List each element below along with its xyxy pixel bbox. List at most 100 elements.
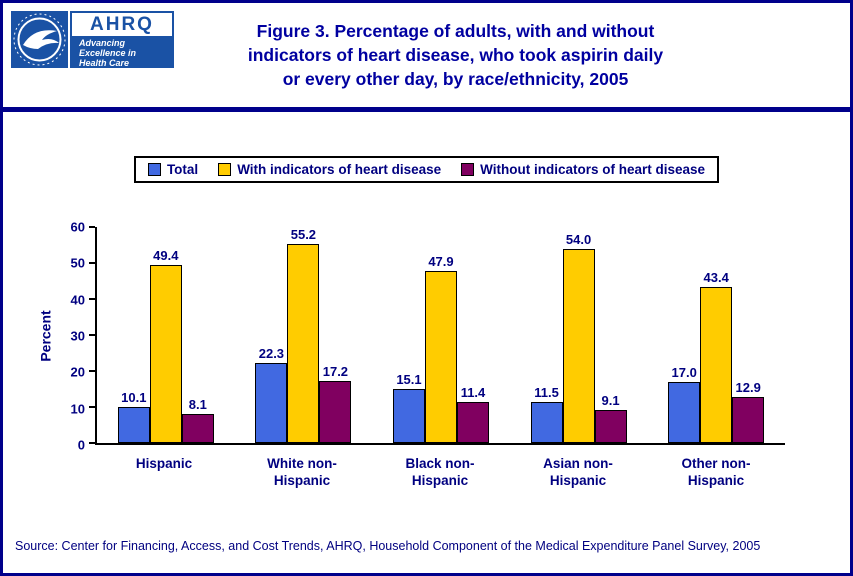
bar-value-label: 49.4 <box>153 248 179 264</box>
x-axis-category-label: Hispanic <box>135 456 193 471</box>
legend-item: Without indicators of heart disease <box>461 162 705 177</box>
bar-value-label: 10.1 <box>121 389 147 405</box>
figure-title-line: or every other day, by race/ethnicity, 2… <box>282 69 629 89</box>
ahrq-logo: AHRQ Advancing Excellence in Health Care <box>70 11 174 68</box>
bar <box>594 410 627 443</box>
bar-value-label: 17.0 <box>671 364 697 380</box>
x-axis-category-label: Asian non- Hispanic <box>543 456 613 488</box>
y-tick-label: 50 <box>70 255 85 271</box>
bar-column: 11.4 <box>456 227 489 443</box>
legend: Total With indicators of heart disease Wit… <box>133 156 720 183</box>
hhs-logo-icon <box>11 11 68 68</box>
bar-column: 55.2 <box>287 227 320 443</box>
legend-label: Without indicators of heart disease <box>480 162 706 177</box>
y-tick-mark <box>89 334 95 336</box>
ahrq-tagline-line: Excellence in <box>79 48 137 58</box>
y-tick-label: 10 <box>70 401 85 417</box>
legend-swatch <box>218 163 232 176</box>
y-tick-mark <box>89 261 95 264</box>
bar-value-label: 55.2 <box>290 227 317 243</box>
bar-group: 22.3 55.2 17.2 <box>235 227 373 443</box>
y-tick-mark <box>89 226 95 228</box>
legend-row: Total With indicators of heart disease Wit… <box>3 156 850 183</box>
bar <box>392 388 425 443</box>
bar-column: 17.2 <box>319 227 352 443</box>
bar <box>117 406 150 443</box>
bar <box>287 244 320 443</box>
bar-column: 10.1 <box>117 227 150 443</box>
bar-column: 12.9 <box>732 227 765 443</box>
bar <box>732 396 765 443</box>
y-axis-label-wrap: Percent <box>31 227 61 445</box>
bar-column: 17.0 <box>668 227 701 443</box>
bar-group: 17.0 43.4 12.9 <box>647 227 785 443</box>
bar <box>255 362 288 443</box>
bar-value-label: 15.1 <box>396 371 422 387</box>
bar-value-label: 11.4 <box>460 384 486 400</box>
bar <box>668 381 701 443</box>
hhs-eagle-icon <box>11 11 68 68</box>
x-axis-labels: Hispanic White non- Hispanic Black non- Hisp… <box>95 445 785 489</box>
y-tick-label: 60 <box>70 219 85 235</box>
bar <box>149 265 182 443</box>
bar-column: 9.1 <box>594 227 627 443</box>
bar-value-label: 54.0 <box>565 231 592 247</box>
bar <box>530 401 563 443</box>
bar-value-label: 12.9 <box>735 379 761 395</box>
y-tick-label: 0 <box>77 437 85 453</box>
bar <box>700 286 733 443</box>
bar-column: 15.1 <box>392 227 425 443</box>
bar-column: 22.3 <box>255 227 288 443</box>
figure-title-line: Figure 3. Percentage of adults, with and… <box>256 21 655 41</box>
chart-main: 0 10 20 30 40 50 60 10.1 49.4 8.1 22.3 55.2 17.2 15.… <box>61 220 785 489</box>
y-axis-label: Percent <box>38 310 55 362</box>
x-axis-category-label: Black non- Hispanic <box>405 456 475 488</box>
bar <box>424 270 457 443</box>
bar <box>181 413 214 443</box>
y-axis: 0 10 20 30 40 50 60 <box>61 220 95 453</box>
x-axis-category-label: White non- Hispanic <box>267 456 337 488</box>
legend-item: With indicators of heart disease <box>218 162 441 177</box>
bar-column: 54.0 <box>562 227 595 443</box>
legend-item: Total <box>147 162 199 177</box>
y-tick-label: 40 <box>70 292 85 308</box>
bar-group: 15.1 47.9 11.4 <box>372 227 510 443</box>
legend-label: With indicators of heart disease <box>237 162 442 177</box>
bar-value-label: 11.5 <box>534 384 559 400</box>
bar-group: 10.1 49.4 8.1 <box>97 227 235 443</box>
legend-swatch <box>461 163 475 176</box>
chart: Percent 0 10 20 30 40 50 60 10.1 49.4 8.1 22.3 55.… <box>31 220 850 489</box>
bar-value-label: 17.2 <box>322 364 349 380</box>
bar-value-label: 22.3 <box>258 345 285 361</box>
plot-area: 10.1 49.4 8.1 22.3 55.2 17.2 15.1 47.9 11.4 11.5 5… <box>89 226 785 445</box>
y-tick-mark <box>89 369 95 372</box>
bar-group: 11.5 54.0 9.1 <box>510 227 648 443</box>
logo-group: AHRQ Advancing Excellence in Health Care <box>11 11 191 68</box>
legend-label: Total <box>166 162 199 177</box>
bar-value-label: 47.9 <box>428 253 454 269</box>
ahrq-tagline-line: Health Care <box>79 58 130 68</box>
bar <box>562 248 595 443</box>
bar <box>456 401 489 443</box>
y-tick-mark <box>89 442 95 444</box>
y-tick-label: 30 <box>70 328 85 344</box>
ahrq-tagline-line: Advancing <box>79 38 126 48</box>
figure-title: Figure 3. Percentage of adults, with and… <box>191 11 720 91</box>
bar-column: 11.5 <box>530 227 563 443</box>
figure-title-line: indicators of heart disease, who took as… <box>247 45 664 65</box>
bar <box>319 381 352 443</box>
plot-row: 0 10 20 30 40 50 60 10.1 49.4 8.1 22.3 55.2 17.2 15.… <box>61 220 785 453</box>
bar-column: 47.9 <box>424 227 457 443</box>
source-note: Source: Center for Financing, Access, an… <box>15 539 761 553</box>
bar-column: 43.4 <box>700 227 733 443</box>
bar-column: 8.1 <box>181 227 214 443</box>
ahrq-tagline: Advancing Excellence in Health Care <box>72 36 172 70</box>
y-tick-label: 20 <box>70 364 85 380</box>
y-tick-mark <box>89 297 95 300</box>
legend-swatch <box>147 163 161 176</box>
bar-value-label: 9.1 <box>601 393 620 409</box>
x-axis-category-label: Other non- Hispanic <box>681 456 751 488</box>
bar-value-label: 43.4 <box>703 269 729 285</box>
ahrq-acronym: AHRQ <box>72 13 172 36</box>
